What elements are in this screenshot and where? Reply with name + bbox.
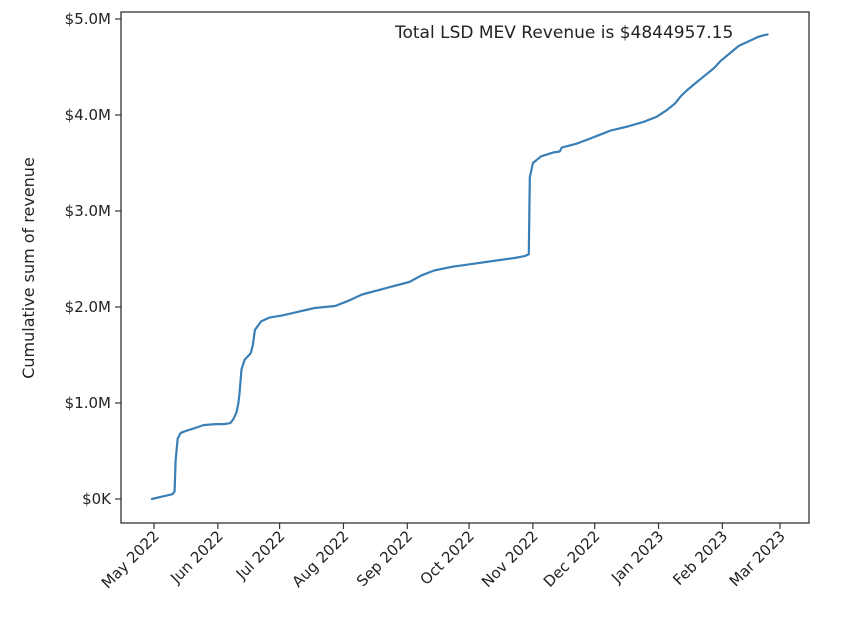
x-tick-label: Nov 2022 [478, 527, 542, 591]
x-tick-label: Mar 2023 [726, 527, 789, 590]
y-tick-label: $0K [82, 490, 112, 508]
y-tick-label: $4.0M [65, 106, 111, 124]
plot-frame [120, 11, 810, 524]
y-tick-label: $3.0M [65, 202, 111, 220]
total-revenue-annotation: Total LSD MEV Revenue is $4844957.15 [394, 23, 733, 43]
series-line-cumulative-revenue [150, 33, 769, 501]
y-axis: $0K $1.0M $2.0M $3.0M $4.0M $5.0M [65, 10, 121, 508]
x-tick-label: Jan 2023 [607, 527, 667, 587]
y-tick-label: $5.0M [65, 10, 111, 28]
x-tick-label: Jul 2022 [232, 527, 289, 584]
y-axis-label: Cumulative sum of revenue [19, 157, 38, 379]
x-tick-label: Feb 2023 [669, 527, 731, 589]
x-tick-label: Aug 2022 [288, 527, 352, 591]
x-tick-label: Dec 2022 [540, 527, 604, 591]
y-tick-label: $1.0M [65, 394, 111, 412]
x-tick-label: May 2022 [98, 527, 163, 592]
x-tick-label: Oct 2022 [416, 527, 477, 588]
x-axis: May 2022 Jun 2022 Jul 2022 Aug 2022 Sep 2022… [98, 523, 789, 592]
plot-area [121, 12, 809, 523]
y-tick-label: $2.0M [65, 298, 111, 316]
x-tick-label: Sep 2022 [353, 527, 416, 590]
x-tick-label: Jun 2022 [166, 527, 226, 587]
